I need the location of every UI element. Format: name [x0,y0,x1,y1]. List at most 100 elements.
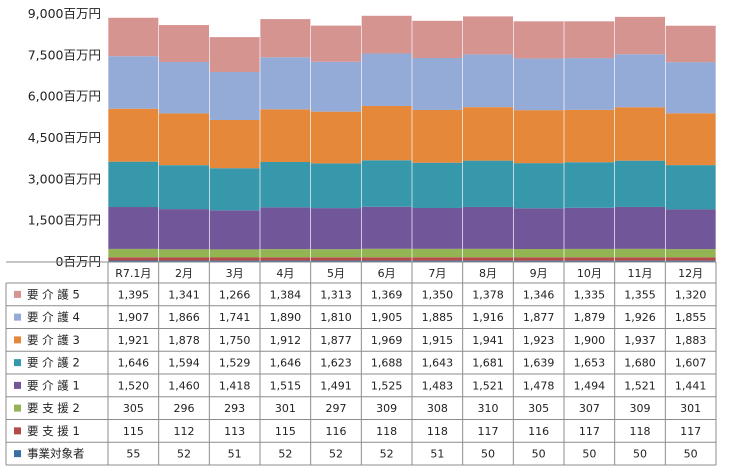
bar-segment [311,257,361,261]
data-value: 118 [630,425,651,438]
data-value: 1,923 [523,334,555,347]
data-value: 1,491 [320,379,352,392]
bar-segment [564,21,615,59]
bar-segment [615,248,665,258]
x-category-label: 8月 [479,267,497,280]
bar-segment [513,163,564,209]
data-value: 113 [224,425,245,438]
bar-segment [564,58,615,110]
bar-segment [108,248,159,258]
bar-segment [513,58,564,111]
data-value: 1,441 [675,379,707,392]
data-value: 115 [123,425,144,438]
bar-segment [615,160,665,207]
bar-segment [260,162,311,208]
bar-segment [665,249,716,258]
data-value: 308 [427,402,448,415]
data-value: 117 [478,425,499,438]
series-name: 要 介 護 4 [27,310,80,324]
data-value: 1,521 [624,379,656,392]
data-value: 1,623 [320,357,352,370]
data-value: 1,313 [320,288,352,301]
data-value: 1,937 [624,334,656,347]
data-value: 1,355 [624,288,656,301]
data-value: 1,515 [270,379,302,392]
data-value: 309 [376,402,397,415]
data-value: 310 [478,402,499,415]
legend-key [14,336,21,344]
bar-segment [615,16,665,55]
bar-segment [108,17,159,57]
y-tick-label: 4,500百万円 [28,130,101,145]
bar-segment [513,249,564,258]
data-value: 1,890 [270,311,302,324]
data-value: 1,418 [219,379,251,392]
data-value: 1,483 [422,379,454,392]
bar-segment [361,160,412,207]
bar-segment [615,54,665,108]
bar-segment [615,206,665,249]
data-value: 1,750 [219,334,251,347]
bar-segment [665,257,716,261]
bar-segment [361,15,412,54]
data-value: 1,266 [219,288,251,301]
series-name: 事業対象者 [27,447,85,461]
y-tick-label: 1,500百万円 [28,213,101,228]
data-value: 296 [174,402,195,415]
x-category-label: 2月 [175,267,193,280]
data-value: 1,915 [422,334,454,347]
data-value: 51 [430,448,444,461]
data-value: 1,877 [523,311,555,324]
series-name: 要 介 護 5 [27,287,80,301]
data-value: 1,378 [472,288,504,301]
x-category-label: 6月 [378,267,396,280]
data-value: 1,912 [270,334,302,347]
data-value: 1,855 [675,311,707,324]
bar-segment [564,257,615,261]
data-value: 301 [275,402,296,415]
data-value: 1,460 [168,379,200,392]
y-tick-label: 9,000百万円 [28,6,101,21]
bar-segment [159,257,209,261]
bar-segment [311,25,361,62]
data-value: 305 [123,402,144,415]
series-name: 要 支 援 2 [27,401,80,415]
bar-segment [463,248,513,258]
bar-segment [463,107,513,161]
data-value: 50 [633,448,647,461]
legend-key [14,290,21,298]
y-tick-label: 6,000百万円 [28,89,101,104]
data-value: 1,646 [118,357,150,370]
bar-segment [311,163,361,209]
data-value: 1,494 [574,379,606,392]
bar-segment [665,25,716,63]
data-value: 1,941 [472,334,504,347]
data-value: 1,350 [422,288,454,301]
data-value: 1,878 [168,334,200,347]
bar-segment [209,260,260,262]
bar-segment [615,257,665,261]
y-tick-label: 3,000百万円 [28,171,101,186]
bar-segment [412,257,463,261]
legend-key [14,427,21,435]
bar-segment [311,260,361,262]
bar-segment [412,20,463,59]
data-value: 1,926 [624,311,656,324]
bar-segment [209,168,260,211]
bar-segment [615,260,665,262]
data-value: 305 [528,402,549,415]
x-category-label: R7.1月 [115,267,151,280]
bar-segment [665,260,716,262]
data-value: 55 [126,448,140,461]
data-value: 116 [528,425,549,438]
data-value: 117 [680,425,701,438]
bar-segment [260,19,311,58]
data-value: 297 [326,402,347,415]
series-name: 要 介 護 3 [27,333,80,347]
x-category-label: 7月 [428,267,446,280]
series-name: 要 支 援 1 [27,424,80,438]
bar-segment [463,260,513,262]
series-name: 要 介 護 2 [27,356,80,370]
bar-segment [108,260,159,262]
